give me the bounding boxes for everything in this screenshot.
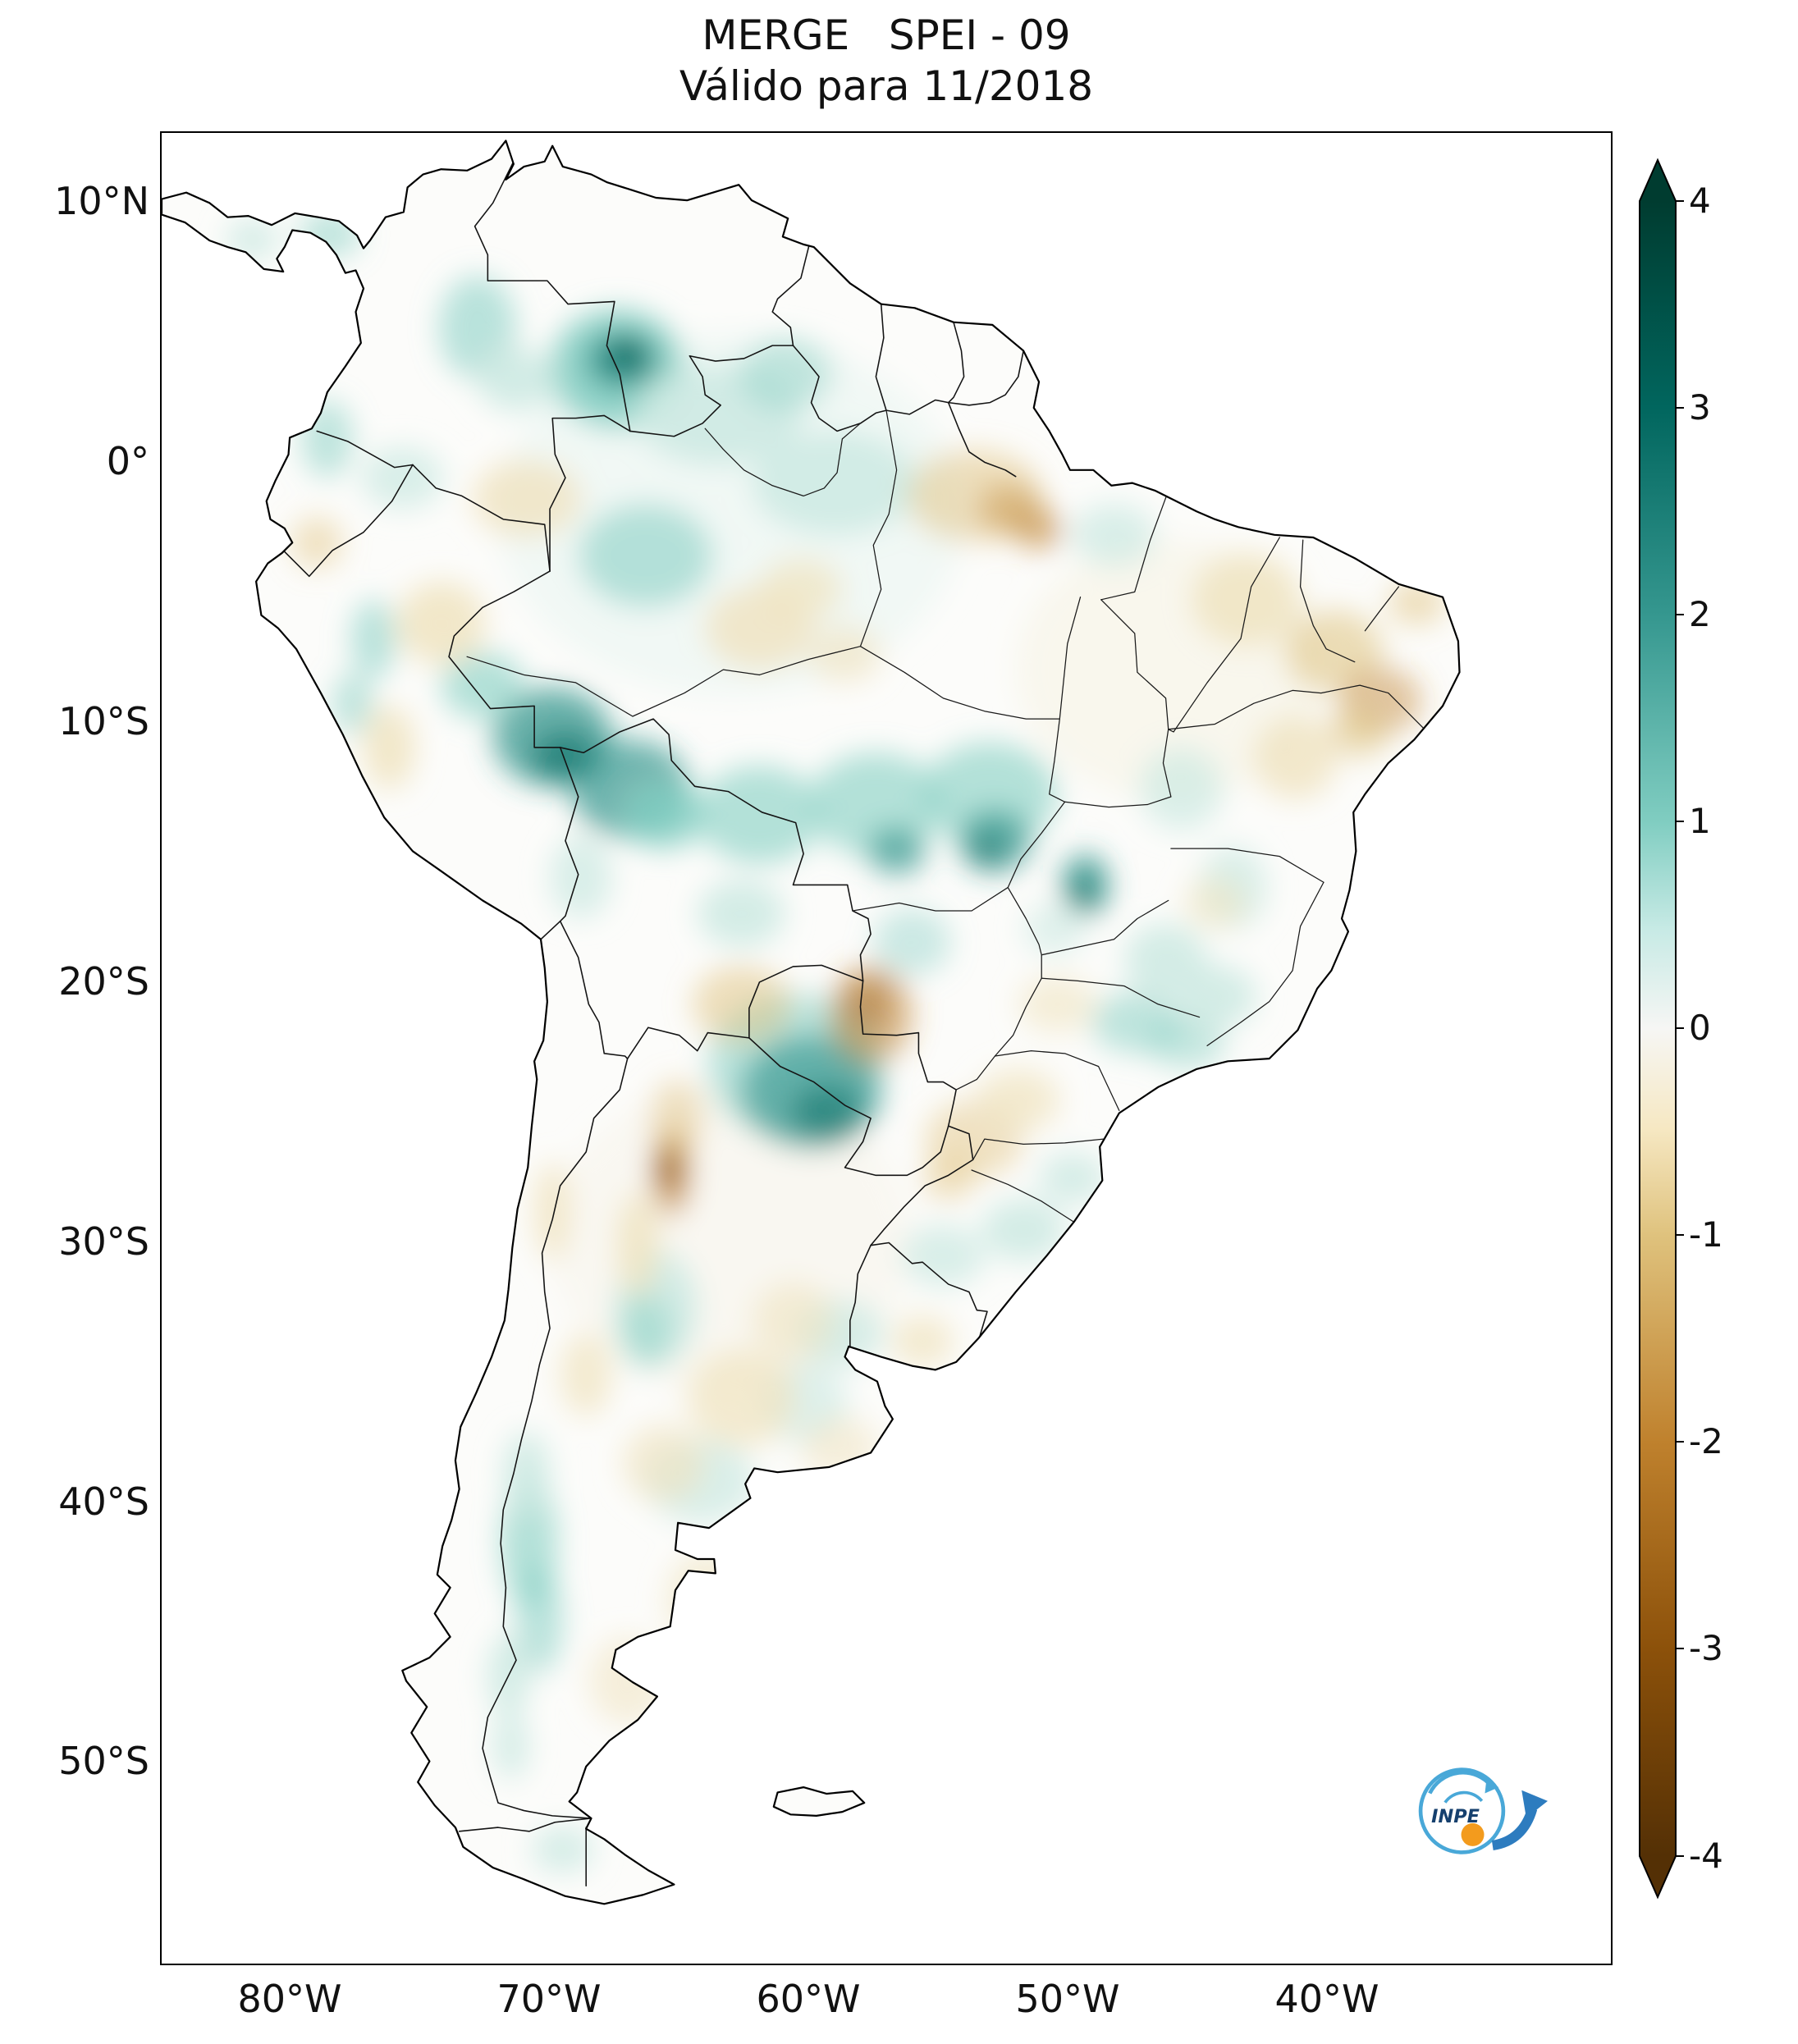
logo-orange-planet [1461, 1822, 1485, 1846]
cbar-tick-0: 0 [1689, 1008, 1711, 1048]
cbar-tick-m2: -2 [1689, 1421, 1723, 1461]
logo-inner-arc [1443, 1790, 1484, 1804]
figure-subtitle: Válido para 11/2018 [679, 62, 1094, 110]
south-america-spei-map [162, 139, 1461, 1905]
coastline [162, 139, 1461, 1905]
lat-tick-10s: 10°S [58, 699, 149, 743]
falkland-islands [773, 1787, 865, 1816]
lat-tick-10n: 10°N [54, 179, 149, 223]
lon-tick-80w: 80°W [237, 1977, 342, 2021]
lat-tick-50s: 50°S [58, 1739, 149, 1783]
colorbar [1639, 158, 1684, 1900]
inpe-logo: INPE [1418, 1767, 1548, 1854]
country-borders [282, 155, 1024, 1886]
lon-tick-50w: 50°W [1015, 1977, 1120, 2021]
cbar-tick-m3: -3 [1689, 1628, 1723, 1668]
cbar-tick-m4: -4 [1689, 1836, 1723, 1876]
lat-tick-20s: 20°S [58, 959, 149, 1004]
logo-blue-arrowhead [1521, 1790, 1548, 1818]
lat-tick-40s: 40°S [58, 1479, 149, 1524]
cbar-tick-2: 2 [1689, 594, 1711, 634]
lat-tick-0: 0° [106, 439, 149, 483]
logo-swirl-arc [1428, 1770, 1493, 1795]
map-panel: INPE [160, 131, 1613, 1965]
lon-tick-70w: 70°W [496, 1977, 602, 2021]
colorbar-gradient [1640, 201, 1676, 1856]
cbar-tick-3: 3 [1689, 387, 1711, 428]
colorbar-tick-marks [1676, 200, 1684, 1857]
lon-tick-60w: 60°W [756, 1977, 861, 2021]
logo-circle [1418, 1767, 1506, 1854]
figure-title: MERGE SPEI - 09 [702, 11, 1071, 59]
colorbar-extend-bottom [1640, 1856, 1676, 1897]
cbar-tick-m1: -1 [1689, 1214, 1723, 1255]
colorbar-extend-top [1640, 160, 1676, 201]
brazil-state-borders [466, 409, 1425, 1223]
logo-swirl-arrowhead [1485, 1779, 1499, 1794]
lon-tick-40w: 40°W [1274, 1977, 1379, 2021]
cbar-tick-4: 4 [1689, 181, 1711, 221]
lat-tick-30s: 30°S [58, 1219, 149, 1264]
cbar-tick-1: 1 [1689, 801, 1711, 841]
logo-inpe-text: INPE [1431, 1806, 1480, 1827]
